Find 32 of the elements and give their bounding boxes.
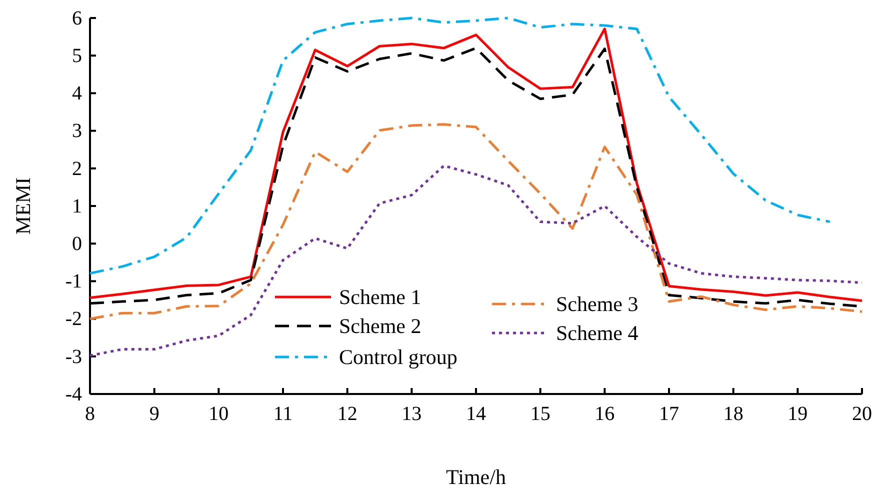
x-tick-label: 8 [85,403,95,426]
legend-label: Scheme 2 [339,314,422,338]
x-tick-label: 20 [852,403,872,426]
line-series [88,16,832,275]
x-tick-label: 15 [530,403,550,426]
x-tick-label: 14 [466,403,486,426]
x-tick-label: 19 [788,403,808,426]
y-tick-label: -1 [65,270,82,293]
x-tick-label: 18 [723,403,744,426]
legend-label: Scheme 4 [556,321,639,345]
y-tick-label: 6 [72,7,82,30]
y-tick-label: 3 [72,120,82,142]
legend-label: Scheme 3 [556,292,638,316]
x-tick-label: 10 [208,403,229,426]
legend-label: Scheme 1 [339,285,422,309]
y-tick-label: -4 [65,383,82,406]
x-tick-label: 12 [337,403,358,426]
x-tick-label: 17 [659,403,679,426]
x-axis-title: Time/h [446,465,506,489]
x-tick-label: 11 [273,403,293,426]
y-tick-label: -3 [65,346,82,368]
x-tick-label: 9 [149,403,160,426]
y-tick-label: 0 [72,233,82,255]
x-tick-label: 16 [594,403,615,426]
y-tick-label: -2 [65,308,82,330]
legend-label: Control group [339,345,458,369]
x-tick-label: 13 [402,403,422,426]
y-tick-label: 1 [72,195,82,218]
y-tick-label: 4 [72,82,82,105]
y-axis-title: MEMI [11,177,35,235]
y-tick-label: 2 [72,158,82,180]
y-tick-label: 5 [72,45,82,67]
